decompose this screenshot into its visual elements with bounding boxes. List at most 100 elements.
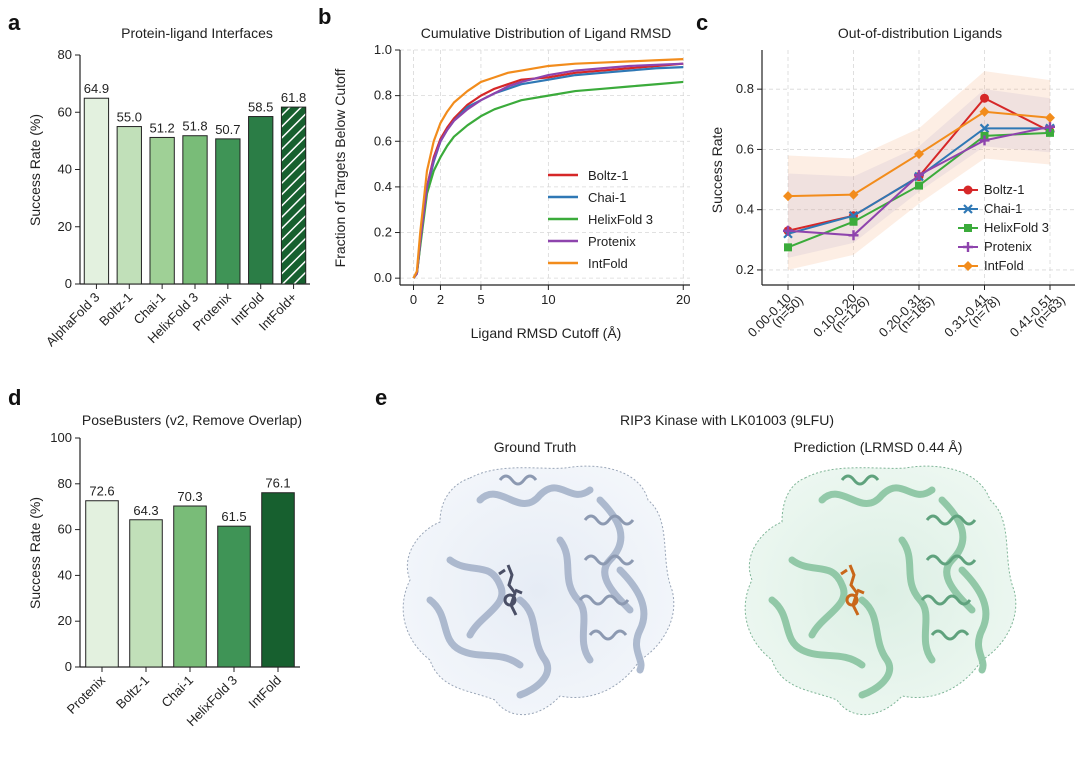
chart-a-ytick-label: 0 xyxy=(65,276,72,291)
chart-c-point xyxy=(784,243,792,252)
chart-a-value-label: 51.8 xyxy=(182,119,207,134)
chart-c-legend-label: Boltz-1 xyxy=(984,182,1024,197)
chart-d-bar xyxy=(217,525,251,668)
chart-a-bar xyxy=(182,135,208,285)
chart-a-value-label: 64.9 xyxy=(84,81,109,96)
chart-b-ytick-label: 1.0 xyxy=(374,42,392,57)
chart-d-value-label: 61.5 xyxy=(221,509,246,524)
chart-c-legend-marker xyxy=(963,185,973,195)
chart-b-ytick-label: 0.6 xyxy=(374,133,392,148)
chart-c-legend-marker xyxy=(963,261,973,271)
chart-b-ytick-label: 0.4 xyxy=(374,179,392,194)
chart-c-ytick-label: 0.6 xyxy=(736,141,754,156)
chart-c-title: Out-of-distribution Ligands xyxy=(838,25,1002,41)
chart-d-bar xyxy=(261,492,295,668)
prediction-structure xyxy=(744,465,1017,715)
panel-letter-a: a xyxy=(8,10,21,35)
panel-e: RIP3 Kinase with LK01003 (9LFU) Ground T… xyxy=(402,412,1017,715)
chart-b-ytick-label: 0.8 xyxy=(374,88,392,103)
chart-a-title: Protein-ligand Interfaces xyxy=(121,25,273,41)
chart-b-legend-label: Chai-1 xyxy=(588,190,626,205)
chart-a-category-label: Boltz-1 xyxy=(96,290,135,329)
chart-d-category-label: IntFold xyxy=(245,673,284,712)
chart-c-ylabel: Success Rate xyxy=(709,127,725,214)
chart-b-xtick-label: 20 xyxy=(676,292,690,307)
chart-a-bar xyxy=(116,126,142,285)
chart-b-xtick-label: 0 xyxy=(410,292,417,307)
chart-a-ytick-label: 40 xyxy=(58,162,72,177)
chart-c-point xyxy=(848,189,859,200)
chart-b-ytick-label: 0.2 xyxy=(374,225,392,240)
chart-a-bar xyxy=(215,138,241,285)
chart-d-ytick-label: 40 xyxy=(58,567,72,582)
panel-e-right-title: Prediction (LRMSD 0.44 Å) xyxy=(794,439,963,455)
chart-c-legend-marker xyxy=(964,224,972,232)
chart-a-ytick-label: 20 xyxy=(58,219,72,234)
chart-a-ylabel: Success Rate (%) xyxy=(27,114,43,226)
chart-b-legend-label: Boltz-1 xyxy=(588,168,628,183)
chart-c-legend-label: Chai-1 xyxy=(984,201,1022,216)
chart-c-point xyxy=(980,93,989,103)
chart-d-category-label: Protenix xyxy=(64,672,109,717)
chart-d-ytick-label: 80 xyxy=(58,476,72,491)
chart-c-point xyxy=(848,230,859,241)
chart-c-point xyxy=(1045,121,1055,132)
panel-letter-c: c xyxy=(696,10,708,35)
chart-c-point xyxy=(849,217,858,226)
chart-c-legend-label: Protenix xyxy=(984,239,1032,254)
chart-c-point xyxy=(915,181,923,190)
chart-b-xlabel: Ligand RMSD Cutoff (Å) xyxy=(471,325,622,341)
chart-a-value-label: 55.0 xyxy=(117,110,142,125)
chart-c-legend-marker xyxy=(963,204,973,214)
chart-c-point xyxy=(914,148,924,159)
chart-b-xtick-label: 10 xyxy=(541,292,555,307)
chart-c-point xyxy=(979,135,990,146)
chart-a-category-label: AlphaFold 3 xyxy=(43,290,103,350)
chart-c-point xyxy=(783,225,793,236)
chart-c-point xyxy=(1045,112,1055,123)
chart-a: Protein-ligand Interfaces Success Rate (… xyxy=(27,25,310,349)
ground-truth-ligand xyxy=(498,564,523,616)
chart-b-legend-label: HelixFold 3 xyxy=(588,212,653,227)
panel-letter-e: e xyxy=(375,385,387,410)
panel-letter-d: d xyxy=(8,385,21,410)
chart-a-value-label: 50.7 xyxy=(215,122,240,137)
chart-a-ytick-label: 80 xyxy=(58,47,72,62)
chart-b-xtick-label: 5 xyxy=(477,292,484,307)
chart-a-value-label: 61.8 xyxy=(281,90,306,105)
chart-a-ytick-label: 60 xyxy=(58,104,72,119)
chart-c-point xyxy=(979,123,990,134)
chart-c-point xyxy=(979,106,990,117)
panel-letter-b: b xyxy=(318,4,331,29)
chart-b-series-line xyxy=(412,62,684,279)
chart-b: Cumulative Distribution of Ligand RMSD L… xyxy=(332,25,690,341)
chart-b-legend-label: IntFold xyxy=(588,256,628,271)
chart-b-title: Cumulative Distribution of Ligand RMSD xyxy=(421,25,672,41)
chart-c-point xyxy=(1046,128,1054,137)
ground-truth-ribbons xyxy=(426,484,648,699)
chart-d-bar xyxy=(85,500,119,668)
chart-d-value-label: 70.3 xyxy=(177,489,202,504)
chart-d-ytick-label: 0 xyxy=(65,659,72,674)
prediction-helices xyxy=(840,474,977,641)
chart-d-bar xyxy=(129,519,163,668)
chart-d-value-label: 64.3 xyxy=(133,503,158,518)
chart-b-xtick-label: 2 xyxy=(437,292,444,307)
chart-a-value-label: 58.5 xyxy=(248,100,273,115)
chart-c-point xyxy=(783,191,793,202)
chart-b-series-line xyxy=(412,58,684,279)
chart-d: PoseBusters (v2, Remove Overlap) Success… xyxy=(27,412,302,729)
chart-c-ytick-label: 0.8 xyxy=(736,81,754,96)
prediction-ligand xyxy=(840,564,865,616)
chart-d-ytick-label: 60 xyxy=(58,522,72,537)
chart-b-ylabel: Fraction of Targets Below Cutoff xyxy=(332,69,348,268)
chart-b-ytick-label: 0.0 xyxy=(374,270,392,285)
chart-a-bar xyxy=(149,136,175,285)
chart-d-ylabel: Success Rate (%) xyxy=(27,497,43,609)
chart-a-value-label: 51.2 xyxy=(149,120,174,135)
chart-d-bar xyxy=(173,505,207,668)
chart-d-ytick-label: 20 xyxy=(58,613,72,628)
chart-d-category-label: Boltz-1 xyxy=(113,673,152,712)
chart-c-ytick-label: 0.4 xyxy=(736,202,754,217)
